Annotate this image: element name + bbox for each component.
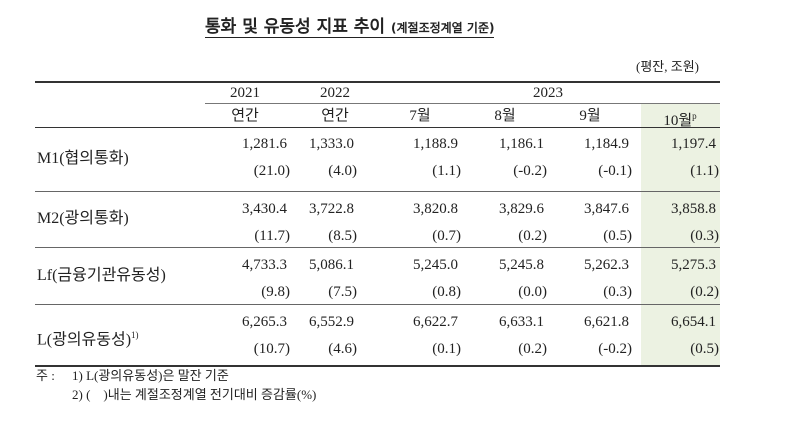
change: (0.3) bbox=[690, 228, 719, 244]
note: 1) L(광의유동성)은 말잔 기준 bbox=[72, 368, 229, 383]
rule bbox=[35, 365, 720, 367]
rule bbox=[205, 103, 720, 104]
row-label: M1(협의통화) bbox=[37, 150, 129, 168]
period-header: 7월 bbox=[380, 107, 460, 125]
value: 3,847.6 bbox=[584, 201, 629, 217]
unit: (평잔, 조원) bbox=[636, 59, 699, 74]
change: (0.2) bbox=[518, 341, 547, 357]
title: 통화 및 유동성 지표 추이 (계절조정계열 기준) bbox=[205, 17, 495, 38]
title-text: 통화 및 유동성 지표 추이 bbox=[205, 17, 386, 37]
row-label-text: M2(광의통화) bbox=[37, 210, 129, 227]
value: 1,184.9 bbox=[584, 136, 629, 152]
value: 3,858.8 bbox=[671, 201, 716, 217]
change: (9.8) bbox=[261, 284, 290, 300]
note-prefix: 주 : bbox=[36, 368, 55, 383]
period-label: 9월 bbox=[579, 108, 601, 124]
change: (4.6) bbox=[328, 341, 357, 357]
value: 5,245.8 bbox=[499, 257, 544, 273]
value: 3,829.6 bbox=[499, 201, 544, 217]
period-label: 10월 bbox=[663, 113, 693, 129]
rule bbox=[35, 304, 720, 305]
row-label-text: Lf(금융기관유동성) bbox=[37, 266, 166, 284]
change: (-0.2) bbox=[598, 341, 632, 357]
change: (0.2) bbox=[690, 284, 719, 300]
period-header: 9월 bbox=[550, 107, 630, 125]
value: 6,654.1 bbox=[671, 314, 716, 330]
row-label-text: L(광의유동성) bbox=[37, 331, 132, 349]
value: 1,186.1 bbox=[499, 136, 544, 152]
note: 2) ( )내는 계절조정계열 전기대비 증감률(%) bbox=[72, 387, 317, 402]
change: (-0.2) bbox=[513, 163, 547, 179]
year-header: 2022 bbox=[320, 85, 350, 101]
change: (0.8) bbox=[432, 284, 461, 300]
value: 1,281.6 bbox=[242, 136, 287, 152]
value: 3,430.4 bbox=[242, 201, 287, 217]
change: (0.5) bbox=[690, 341, 719, 357]
value: 1,197.4 bbox=[671, 136, 716, 152]
value: 6,621.8 bbox=[584, 314, 629, 330]
row-label-text: M1(협의통화) bbox=[37, 149, 129, 167]
value: 6,622.7 bbox=[413, 314, 458, 330]
period-label: 8월 bbox=[494, 108, 516, 124]
value: 5,262.3 bbox=[584, 257, 629, 273]
change: (0.7) bbox=[432, 228, 461, 244]
rule bbox=[35, 247, 720, 248]
year-header: 2021 bbox=[230, 85, 260, 101]
value: 1,333.0 bbox=[309, 136, 354, 152]
period-label: 연간 bbox=[231, 108, 259, 124]
period-header: 10월p bbox=[640, 107, 720, 130]
change: (8.5) bbox=[328, 228, 357, 244]
row-label: M2(광의통화) bbox=[37, 210, 129, 228]
change: (7.5) bbox=[328, 284, 357, 300]
year-header: 2023 bbox=[533, 85, 563, 101]
value: 5,086.1 bbox=[309, 257, 354, 273]
value: 3,722.8 bbox=[309, 201, 354, 217]
period-label: 7월 bbox=[409, 108, 431, 124]
highlight-column bbox=[641, 104, 720, 365]
value: 5,275.3 bbox=[671, 257, 716, 273]
row-label: Lf(금융기관유동성) bbox=[37, 267, 166, 285]
value: 5,245.0 bbox=[413, 257, 458, 273]
change: (0.1) bbox=[432, 341, 461, 357]
change: (0.5) bbox=[603, 228, 632, 244]
period-label: 연간 bbox=[321, 108, 349, 124]
value: 3,820.8 bbox=[413, 201, 458, 217]
value: 6,633.1 bbox=[499, 314, 544, 330]
subtitle: (계절조정계열 기준) bbox=[391, 21, 495, 35]
change: (4.0) bbox=[328, 163, 357, 179]
value: 6,265.3 bbox=[242, 314, 287, 330]
change: (21.0) bbox=[253, 163, 290, 179]
value: 6,552.9 bbox=[309, 314, 354, 330]
change: (-0.1) bbox=[598, 163, 632, 179]
rule bbox=[35, 127, 720, 128]
row-label: L(광의유동성)1) bbox=[37, 326, 139, 349]
period-header: 연간 bbox=[205, 107, 285, 125]
change: (1.1) bbox=[690, 163, 719, 179]
period-header: 8월 bbox=[465, 107, 545, 125]
change: (11.7) bbox=[254, 228, 290, 244]
change: (0.3) bbox=[603, 284, 632, 300]
change: (1.1) bbox=[432, 163, 461, 179]
period-header: 연간 bbox=[295, 107, 375, 125]
superscript: p bbox=[692, 111, 697, 121]
rule bbox=[35, 81, 720, 83]
change: (0.2) bbox=[518, 228, 547, 244]
superscript: 1) bbox=[131, 330, 139, 340]
rule bbox=[35, 191, 720, 192]
value: 4,733.3 bbox=[242, 257, 287, 273]
value: 1,188.9 bbox=[413, 136, 458, 152]
change: (0.0) bbox=[518, 284, 547, 300]
change: (10.7) bbox=[253, 341, 290, 357]
